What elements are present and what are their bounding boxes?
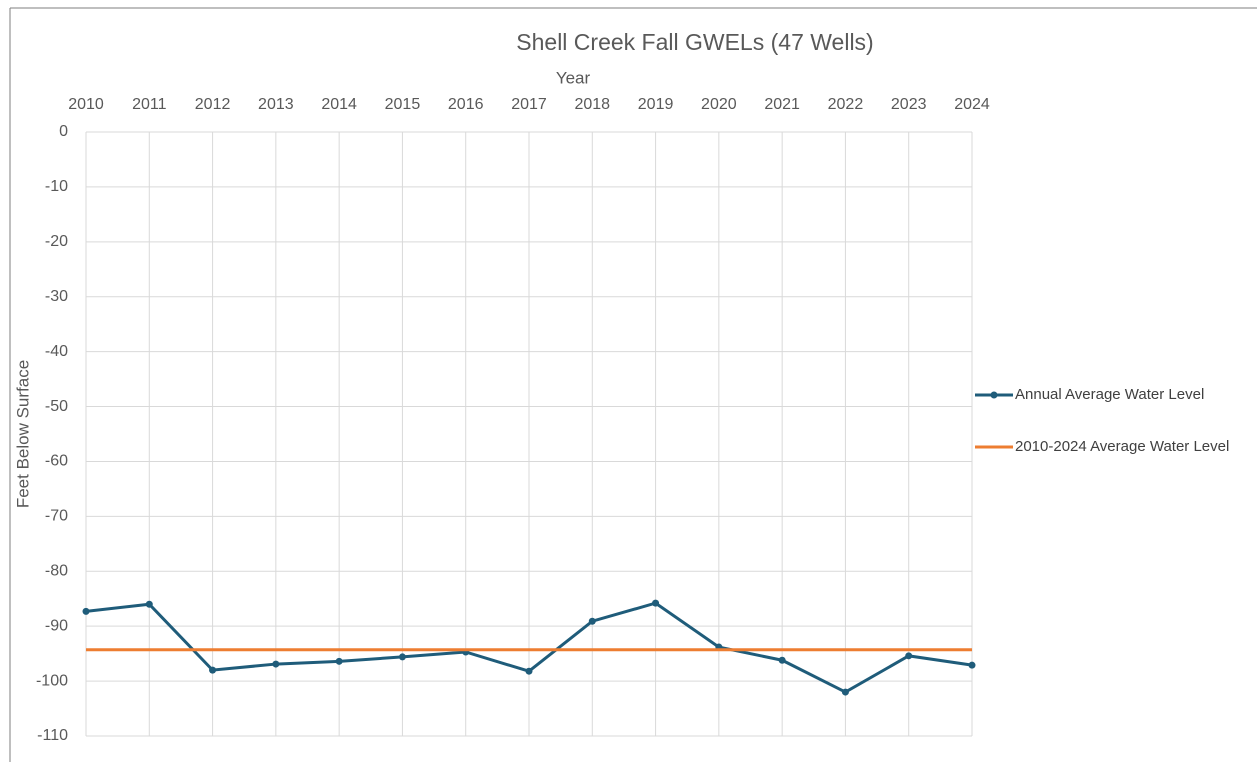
y-tick-label: -20 — [45, 233, 68, 250]
x-tick-label: 2014 — [321, 96, 357, 113]
x-tick-label: 2024 — [954, 96, 990, 113]
x-tick-label: 2010 — [68, 96, 104, 113]
x-tick-label: 2022 — [828, 96, 864, 113]
legend-label: 2010-2024 Average Water Level — [1015, 438, 1230, 455]
x-tick-label: 2011 — [132, 96, 167, 113]
x-axis-label: Year — [556, 68, 591, 87]
data-point — [841, 688, 849, 696]
x-tick-label: 2023 — [891, 96, 927, 113]
x-tick-label: 2017 — [511, 96, 547, 113]
y-tick-label: -10 — [45, 178, 68, 195]
chart-title: Shell Creek Fall GWELs (47 Wells) — [516, 29, 873, 55]
x-tick-label: 2012 — [195, 96, 231, 113]
data-point — [968, 661, 976, 669]
data-point — [525, 667, 533, 675]
x-tick-label: 2019 — [638, 96, 674, 113]
legend-marker — [990, 391, 998, 399]
data-point — [652, 599, 660, 607]
data-point — [335, 657, 343, 665]
y-axis-label: Feet Below Surface — [13, 360, 32, 508]
x-tick-label: 2018 — [574, 96, 610, 113]
x-tick-label: 2021 — [764, 96, 800, 113]
y-tick-label: -70 — [45, 508, 68, 525]
legend-label: Annual Average Water Level — [1015, 386, 1205, 403]
y-tick-label: -60 — [45, 453, 68, 470]
data-point — [778, 656, 786, 664]
y-tick-label: -90 — [45, 617, 68, 634]
x-tick-label: 2015 — [385, 96, 421, 113]
data-point — [82, 607, 90, 615]
x-tick-label: 2020 — [701, 96, 737, 113]
y-tick-label: -30 — [45, 288, 68, 305]
data-point — [398, 653, 406, 661]
y-tick-label: -100 — [36, 672, 68, 689]
x-tick-label: 2016 — [448, 96, 484, 113]
y-tick-label: -80 — [45, 562, 68, 579]
data-point — [272, 660, 280, 668]
y-tick-label: -50 — [45, 398, 68, 415]
data-point — [145, 600, 153, 608]
data-point — [905, 652, 913, 660]
y-tick-label: 0 — [59, 123, 68, 140]
data-point — [588, 617, 596, 625]
y-tick-label: -110 — [37, 727, 68, 744]
x-tick-label: 2013 — [258, 96, 294, 113]
y-tick-label: -40 — [45, 343, 68, 360]
data-point — [209, 666, 217, 674]
